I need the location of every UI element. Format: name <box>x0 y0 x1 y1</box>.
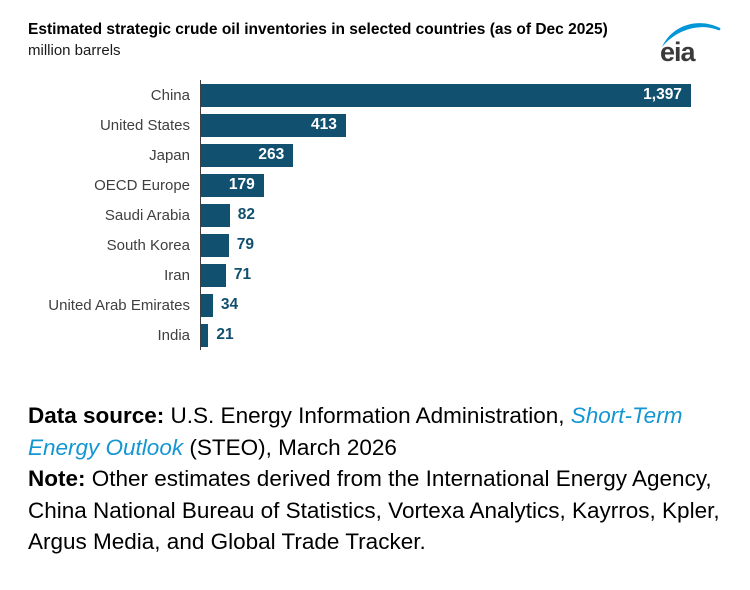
chart-title: Estimated strategic crude oil inventorie… <box>28 21 608 38</box>
bar-row: India 21 <box>28 320 692 350</box>
category-label: Japan <box>149 146 190 164</box>
chart-units-label: million barrels <box>28 42 121 60</box>
data-source-text: U.S. Energy Information Administration, <box>164 403 571 428</box>
footnotes: Data source: U.S. Energy Information Adm… <box>28 400 720 558</box>
plot-area: 71 <box>200 260 692 290</box>
plot-area: 413 <box>200 110 692 140</box>
plot-area: 263 <box>200 140 692 170</box>
bar: 263 <box>201 143 294 167</box>
category-label: United Arab Emirates <box>48 296 190 314</box>
category-label: Saudi Arabia <box>104 206 190 224</box>
plot-area: 34 <box>200 290 692 320</box>
bar <box>201 323 209 347</box>
plot-area: 179 <box>200 170 692 200</box>
data-source-suffix: (STEO), March 2026 <box>183 434 397 460</box>
chart-header: Estimated strategic crude oil inventorie… <box>28 20 722 66</box>
bar-row: China 1,397 <box>28 80 692 110</box>
data-source-label: Data source: <box>28 403 165 428</box>
category-label: Iran <box>164 266 190 284</box>
chart-titles: Estimated strategic crude oil inventorie… <box>28 20 608 59</box>
bar: 1,397 <box>201 83 691 107</box>
value-label: 21 <box>216 326 234 343</box>
bar-chart: China 1,397 United States 413 Japan 263 OECD E… <box>28 80 722 350</box>
category-label: China <box>150 86 190 104</box>
bar <box>201 203 230 227</box>
note-line: Note: Other estimates derived from the I… <box>28 463 720 558</box>
bar <box>201 233 229 257</box>
bar-row: Iran 71 <box>28 260 692 290</box>
value-label: 413 <box>310 116 337 133</box>
bar-row: South Korea 79 <box>28 230 692 260</box>
value-label: 263 <box>258 146 285 163</box>
note-text: Other estimates derived from the Interna… <box>28 466 720 554</box>
value-label: 179 <box>228 176 255 193</box>
value-label: 71 <box>233 266 252 283</box>
value-label: 1,397 <box>643 86 682 103</box>
category-label: South Korea <box>106 236 190 254</box>
bar-chart-rows: China 1,397 United States 413 Japan 263 OECD E… <box>28 80 692 350</box>
plot-area: 79 <box>200 230 692 260</box>
bar <box>201 293 213 317</box>
bar: 179 <box>201 173 264 197</box>
category-label: United States <box>99 116 190 134</box>
plot-area: 21 <box>200 320 692 350</box>
eia-logo: eia <box>658 16 722 66</box>
category-label: India <box>157 326 190 344</box>
bar <box>201 263 226 287</box>
plot-area: 1,397 <box>200 80 692 110</box>
value-label: 34 <box>220 296 239 313</box>
bar-row: Japan 263 <box>28 140 692 170</box>
category-label: OECD Europe <box>94 176 190 194</box>
bar-row: United Arab Emirates 34 <box>28 290 692 320</box>
bar-row: OECD Europe 179 <box>28 170 692 200</box>
note-label: Note: <box>28 466 86 491</box>
data-source-line: Data source: U.S. Energy Information Adm… <box>28 400 720 463</box>
eia-swoosh-icon <box>662 23 721 47</box>
value-label: 79 <box>236 236 254 253</box>
plot-area: 82 <box>200 200 692 230</box>
bar-row: Saudi Arabia 82 <box>28 200 692 230</box>
value-label: 82 <box>237 206 255 223</box>
eia-logo-text: eia <box>660 37 696 67</box>
bar: 413 <box>201 113 346 137</box>
steo-link[interactable]: Short-Term Energy Outlook <box>28 403 683 460</box>
bar-row: United States 413 <box>28 110 692 140</box>
